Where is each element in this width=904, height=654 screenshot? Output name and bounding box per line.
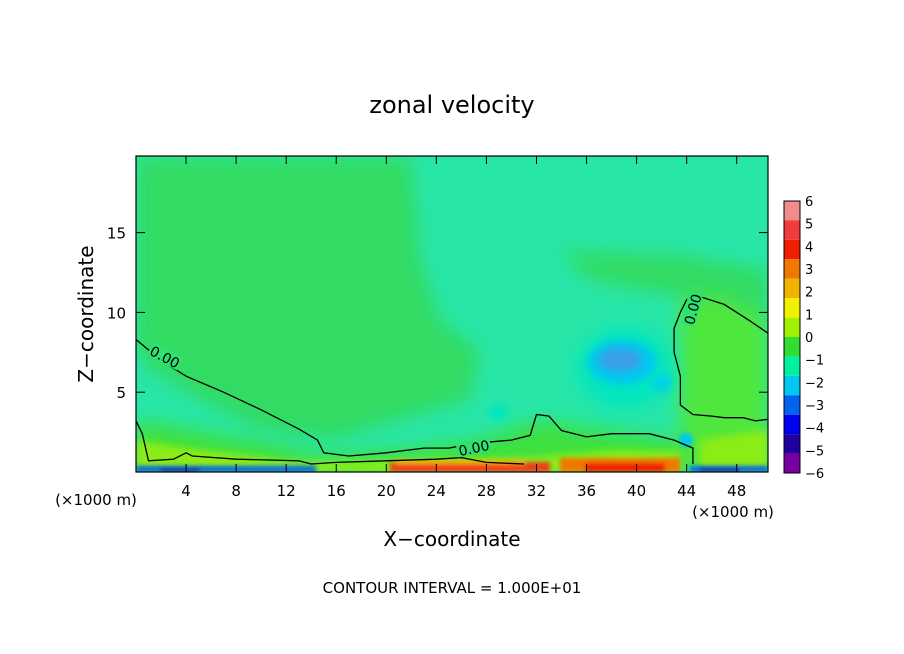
colorbar-swatch <box>784 298 800 318</box>
colorbar-label: −4 <box>805 422 824 437</box>
colorbar-swatch <box>784 317 800 337</box>
left-green-region <box>136 156 480 440</box>
colorbar-label: 5 <box>805 218 813 233</box>
x-tick-label: 16 <box>327 482 346 500</box>
right-green-region <box>680 295 768 472</box>
right-zero-contour <box>673 295 768 422</box>
x-tick-label: 8 <box>231 482 241 500</box>
x-tick-label: 48 <box>727 482 746 500</box>
colorbar-swatch <box>784 356 800 376</box>
surface-negative-left <box>136 466 316 472</box>
colorbar-swatch <box>784 434 800 454</box>
colorbar-swatch <box>784 278 800 299</box>
x-tick-label: 12 <box>277 482 296 500</box>
x-tick-label: 28 <box>477 482 496 500</box>
colorbar-label: −5 <box>805 444 824 459</box>
x-tick-label: 4 <box>181 482 191 500</box>
contour-interval-note: CONTOUR INTERVAL = 1.000E+01 <box>323 579 582 597</box>
colorbar-swatch <box>784 259 800 279</box>
field-surface-jets <box>136 458 768 472</box>
colorbar: 6 5 4 3 2 1 0 −1 −2 −3 −4 −5 −6 <box>783 195 824 482</box>
colorbar-label: 2 <box>805 286 813 301</box>
colorbar-label: 1 <box>805 308 813 323</box>
x-tick-label: 20 <box>377 482 396 500</box>
contour-label: 0.00 <box>457 438 491 460</box>
zero-contours: 0.000.000.00 <box>136 290 768 465</box>
y-axis-label: Z−coordinate <box>74 245 98 382</box>
colorbar-swatch <box>784 453 800 473</box>
colorbar-swatch <box>784 375 800 396</box>
x-axis-label: X−coordinate <box>383 527 520 551</box>
colorbar-swatch <box>784 201 800 221</box>
colorbar-label: −1 <box>805 354 824 369</box>
chart-title: zonal velocity <box>369 91 534 119</box>
colorbar-swatch <box>784 395 800 415</box>
lower-zero-contour <box>136 420 525 465</box>
colorbar-frame <box>783 200 801 474</box>
x-unit-left: (×1000 m) <box>55 491 137 509</box>
x-tick-label: 32 <box>527 482 546 500</box>
y-tick-label: 5 <box>116 384 126 402</box>
x-tick-label: 36 <box>577 482 596 500</box>
colorbar-swatch <box>784 220 800 240</box>
colorbar-swatch <box>784 239 800 260</box>
colorbar-label: 6 <box>805 195 813 210</box>
field-negative-anomaly <box>488 328 693 447</box>
colorbar-swatch <box>784 414 800 435</box>
y-tick-label: 15 <box>107 225 126 243</box>
colorbar-swatch <box>784 337 800 357</box>
colorbar-label: −6 <box>805 467 824 482</box>
colorbar-label: −2 <box>805 376 824 391</box>
plot-frame <box>135 155 769 473</box>
contour-label: 0.00 <box>682 292 706 326</box>
surface-positive-jet <box>390 462 550 472</box>
colorbar-label: 4 <box>805 240 813 255</box>
x-axis: 4 8 12 16 20 24 28 32 36 40 44 48 <box>181 156 746 500</box>
colorbar-label: 3 <box>805 263 813 278</box>
y-tick-label: 10 <box>107 304 126 322</box>
x-unit-right: (×1000 m) <box>692 503 774 521</box>
plot-area: 0.000.000.00 <box>136 156 768 472</box>
x-tick-label: 24 <box>427 482 446 500</box>
colorbar-label: 0 <box>805 331 813 346</box>
x-tick-label: 44 <box>677 482 696 500</box>
x-tick-label: 40 <box>627 482 646 500</box>
y-axis: 5 10 15 <box>107 225 768 402</box>
colorbar-label: −3 <box>805 399 824 414</box>
